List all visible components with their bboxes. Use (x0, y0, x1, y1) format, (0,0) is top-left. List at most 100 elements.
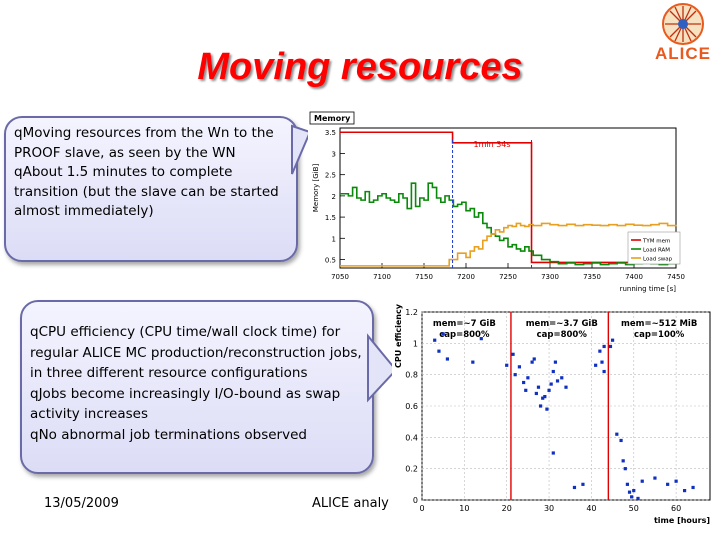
data-point (549, 382, 553, 386)
data-point (541, 396, 545, 400)
data-point (524, 388, 528, 392)
data-point (625, 482, 630, 486)
y-tick-label: 1.2 (405, 308, 418, 317)
data-point (594, 363, 598, 367)
series-line-load-ram (340, 182, 677, 266)
data-point (621, 459, 625, 463)
bullet-text: No abnormal job terminations observed (38, 426, 307, 443)
data-point (545, 407, 549, 411)
alice-logo-emblem (662, 3, 704, 45)
data-point (471, 360, 475, 364)
bullet-item: qJobs become increasingly I/O-bound as s… (30, 384, 366, 425)
data-point (602, 369, 606, 374)
data-point (553, 360, 558, 364)
data-point (526, 376, 530, 380)
x-tick-label: 50 (629, 504, 639, 513)
data-point (581, 482, 585, 486)
callout-memory-transition (4, 116, 298, 262)
data-point (534, 391, 538, 396)
x-tick-label: 0 (419, 504, 424, 513)
bullet-text: Moving resources from the Wn to the PROO… (14, 125, 274, 161)
alice-logo-text: ALICE (655, 44, 711, 63)
data-point (598, 349, 602, 353)
data-point (547, 388, 551, 392)
bullet-marker: q (14, 164, 23, 180)
chart-title: Memory (314, 114, 351, 123)
alice-logo: ALICE (648, 2, 718, 66)
callout-1-text: qMoving resources from the Wn to the PRO… (14, 124, 290, 222)
slide-title: Moving resources (197, 46, 523, 88)
data-point (600, 360, 604, 364)
x-tick-label: 30 (544, 504, 554, 513)
y-tick-label: 0 (413, 496, 418, 505)
x-tick-label: 7150 (415, 273, 433, 281)
data-point (445, 357, 450, 361)
data-point (602, 344, 606, 349)
y-tick-label: 2 (332, 193, 336, 201)
data-point (560, 376, 564, 380)
y-tick-label: 0.6 (405, 402, 418, 411)
region-label: mem=~7 GiB (433, 319, 496, 329)
data-point (505, 363, 509, 367)
bullet-marker: q (30, 324, 39, 340)
footer-center: ALICE analy (312, 496, 389, 511)
footer-date: 13/05/2009 (44, 496, 119, 511)
x-tick-label: 10 (459, 504, 469, 513)
data-point (632, 489, 636, 493)
y-tick-label: 1.5 (325, 214, 336, 222)
x-tick-label: 20 (502, 504, 512, 513)
data-point (543, 395, 547, 399)
chart-title-box (309, 111, 355, 125)
x-tick-label: 7400 (625, 273, 643, 281)
data-point (691, 485, 695, 490)
data-point (441, 332, 445, 336)
y-tick-label: 3 (332, 150, 336, 158)
bullet-text: CPU efficiency (CPU time/wall clock time… (30, 324, 362, 381)
data-point (437, 349, 441, 353)
data-point (653, 476, 657, 480)
bullet-item: qAbout 1.5 minutes to complete transitio… (14, 163, 290, 222)
data-point (682, 489, 687, 493)
data-point (615, 432, 619, 436)
bullet-item: qCPU efficiency (CPU time/wall clock tim… (30, 322, 366, 384)
data-point (627, 490, 632, 494)
data-point (532, 357, 536, 361)
y-tick-label: 0.8 (405, 371, 418, 380)
x-axis-label: time [hours] (654, 516, 710, 525)
data-point (619, 438, 623, 443)
data-point (555, 379, 560, 383)
callout-pointer (291, 124, 312, 175)
y-tick-label: 2.5 (325, 172, 336, 180)
data-point (551, 369, 555, 374)
region-cap-label: cap=800% (537, 330, 588, 340)
x-tick-label: 7250 (499, 273, 517, 281)
annotation-label: 1min 34s (474, 140, 511, 149)
x-tick-label: 7450 (667, 273, 685, 281)
legend-box (627, 231, 681, 265)
data-point (538, 404, 543, 408)
y-axis-label: Memory [GiB] (312, 164, 320, 213)
cpu-chart-panel: 0 0.2 0.4 0.6 0.8 1 1.2 0 10 20 30 40 50 60 time [hour… (392, 303, 718, 536)
region-label: mem=~3.7 GiB (526, 319, 598, 329)
data-point (564, 385, 568, 389)
x-axis-label: running time [s] (620, 285, 677, 293)
bullet-text: About 1.5 minutes to complete transition… (14, 164, 279, 219)
x-tick-label: 7200 (457, 273, 475, 281)
data-point (522, 380, 526, 385)
x-tick-label: 7350 (583, 273, 601, 281)
y-tick-label: 0.4 (405, 433, 418, 442)
bullet-marker: q (14, 125, 23, 141)
y-axis-label: CPU efficiency (394, 304, 403, 368)
data-point (433, 338, 437, 342)
data-point (551, 451, 555, 455)
region-cap-label: cap=100% (634, 330, 685, 340)
x-tick-label: 7100 (373, 273, 391, 281)
data-point (674, 479, 678, 483)
x-tick-label: 7300 (541, 273, 559, 281)
y-tick-label: 1 (332, 235, 336, 243)
bullet-marker: q (30, 426, 39, 443)
y-tick-label: 0.5 (325, 257, 336, 265)
memory-chart-panel: Memory 0.5 1 1.5 2 2.5 3 3.5 7050 7100 7150 7200 725… (308, 110, 718, 296)
bullet-text: Jobs become increasingly I/O-bound as sw… (30, 385, 341, 423)
y-tick-label: 3.5 (325, 129, 336, 137)
